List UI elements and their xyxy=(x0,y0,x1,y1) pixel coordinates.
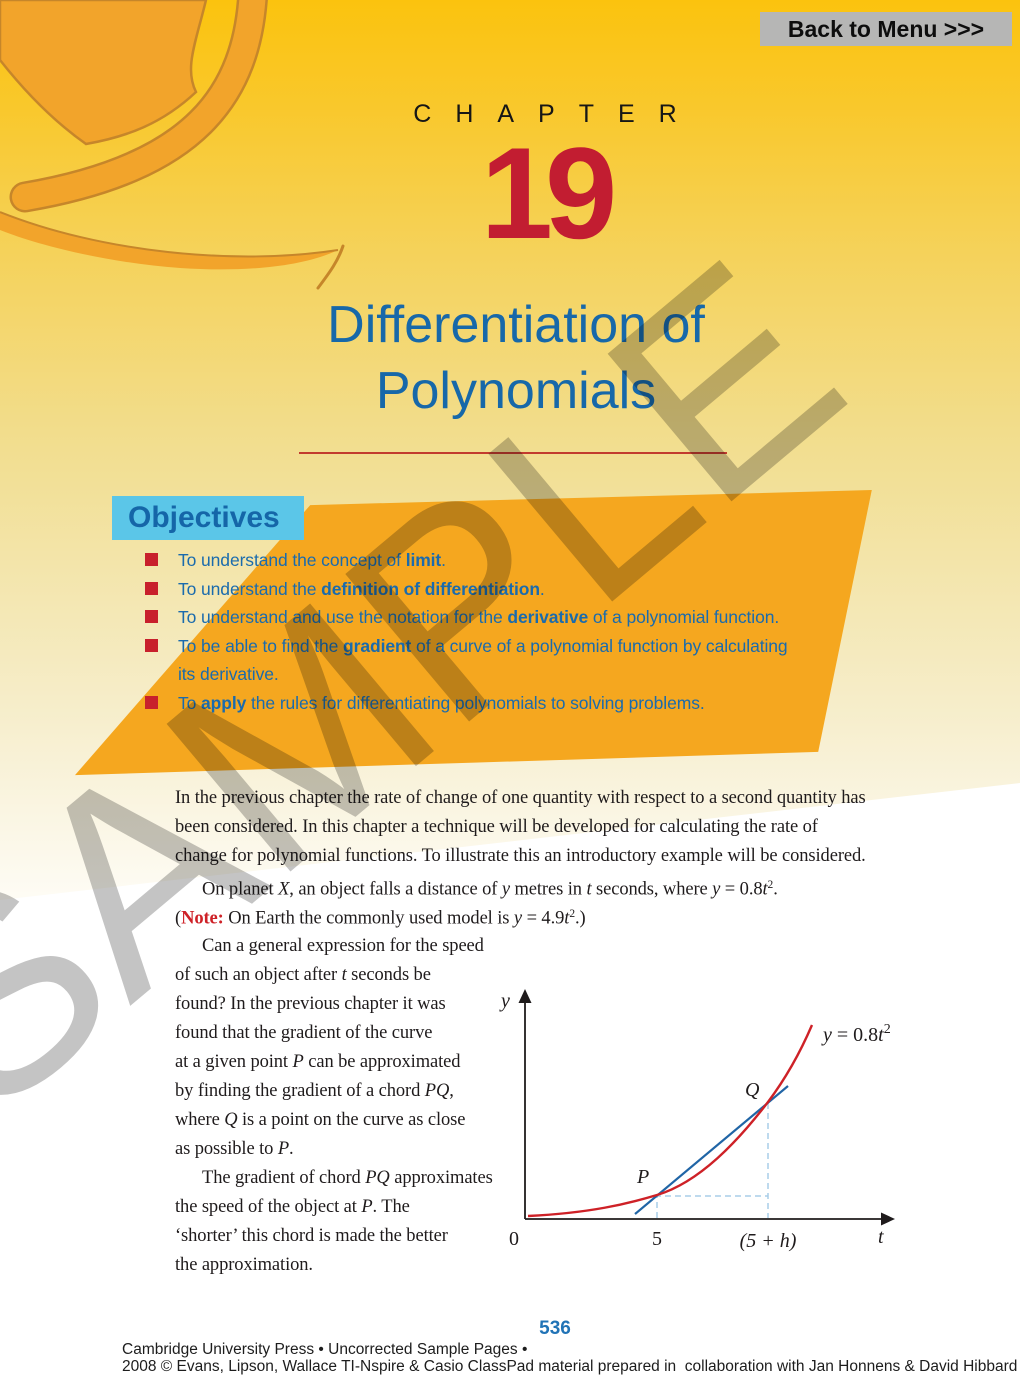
title-line-1: Differentiation of xyxy=(327,296,705,354)
chapter-heading: CHAPTER 19 xyxy=(195,100,895,266)
body-text-line: change for polynomial functions. To illu… xyxy=(175,846,866,866)
point-q-label: Q xyxy=(745,1079,760,1101)
left-text-column: Can a general expression for the speed o… xyxy=(175,932,535,1280)
curve-equation-label: y = 0.8t2 xyxy=(821,1022,891,1046)
page-number: 536 xyxy=(539,1318,571,1339)
back-to-menu-button[interactable]: Back to Menu >>> xyxy=(760,12,1012,46)
objective-text: To understand the concept of limit. xyxy=(178,550,446,570)
tick-label-5h: (5 + h) xyxy=(740,1230,797,1252)
bullet-square-icon xyxy=(145,696,158,709)
chapter-label: CHAPTER xyxy=(413,100,701,128)
objective-item: To understand the concept of limit. xyxy=(145,550,446,571)
objective-item: To understand the definition of differen… xyxy=(145,579,545,600)
footer-copyright-line: 2008 © Evans, Lipson, Wallace TI-Nspire … xyxy=(122,1358,1018,1375)
objective-text: To understand the definition of differen… xyxy=(178,579,545,599)
body-text-line: the approximation. xyxy=(175,1255,313,1275)
x-axis-arrow-icon xyxy=(881,1212,895,1226)
bullet-square-icon xyxy=(145,553,158,566)
title-line-2: Polynomials xyxy=(375,362,657,420)
intro-paragraph: In the previous chapter the rate of chan… xyxy=(175,784,950,929)
body-text-line: Can a general expression for the speed xyxy=(202,936,484,956)
y-axis-label: y xyxy=(499,990,510,1012)
body-text-line: found? In the previous chapter it was xyxy=(175,994,446,1014)
page-title: Differentiation of Polynomials xyxy=(166,292,866,424)
objective-item: To be able to find the gradient of a cur… xyxy=(145,636,788,657)
body-text-line: The gradient of chord PQ approximates xyxy=(202,1168,493,1188)
title-underline xyxy=(299,452,727,454)
footer-publisher-line: Cambridge University Press • Uncorrected… xyxy=(122,1341,528,1358)
objective-text: To understand and use the notation for t… xyxy=(178,607,780,627)
body-text-line: the speed of the object at P. The xyxy=(175,1197,410,1217)
decorative-swirl-graphic xyxy=(0,0,345,290)
origin-label: 0 xyxy=(509,1228,519,1250)
bullet-square-icon xyxy=(145,639,158,652)
swirl-swoosh-outline xyxy=(0,211,339,258)
objectives-heading: Objectives xyxy=(112,496,304,540)
body-text-line: found that the gradient of the curve xyxy=(175,1023,433,1043)
objective-text: its derivative. xyxy=(178,664,279,684)
body-text-line: (Note: On Earth the commonly used model … xyxy=(175,908,586,929)
swirl-accent xyxy=(316,244,345,290)
swirl-blob xyxy=(0,0,208,146)
tick-label-5: 5 xyxy=(652,1228,662,1250)
curve-y-08t2 xyxy=(527,1024,814,1218)
body-text-line: In the previous chapter the rate of chan… xyxy=(175,788,866,808)
body-text-line: been considered. In this chapter a techn… xyxy=(175,817,818,837)
chapter-number: 19 xyxy=(480,120,618,266)
point-p-label: P xyxy=(636,1166,649,1188)
body-text-line: as possible to P. xyxy=(175,1139,294,1159)
y-axis-arrow-icon xyxy=(518,989,532,1003)
body-text-line: where Q is a point on the curve as close xyxy=(175,1110,466,1130)
objective-text: To apply the rules for differentiating p… xyxy=(178,693,705,713)
x-axis-label: t xyxy=(878,1226,884,1248)
body-text-line: by finding the gradient of a chord PQ, xyxy=(175,1081,454,1101)
bullet-square-icon xyxy=(145,610,158,623)
swirl-swoosh xyxy=(0,212,338,270)
dashed-line-p xyxy=(656,1195,768,1218)
body-text-line: On planet X, an object falls a distance … xyxy=(202,879,778,900)
objective-item-continuation: its derivative. xyxy=(145,664,279,685)
bullet-square-icon xyxy=(145,582,158,595)
swirl-band xyxy=(12,0,266,210)
objective-item: To apply the rules for differentiating p… xyxy=(145,693,705,714)
body-text-line: of such an object after t seconds be xyxy=(175,965,431,985)
objective-text: To be able to find the gradient of a cur… xyxy=(178,636,788,656)
body-text-line: at a given point P can be approximated xyxy=(175,1052,461,1072)
body-text-line: ‘shorter’ this chord is made the better xyxy=(175,1226,448,1246)
objective-item: To understand and use the notation for t… xyxy=(145,607,779,628)
gradient-chord-graph: y 0 5 (5 + h) t P Q y = 0.8t2 xyxy=(499,989,895,1252)
